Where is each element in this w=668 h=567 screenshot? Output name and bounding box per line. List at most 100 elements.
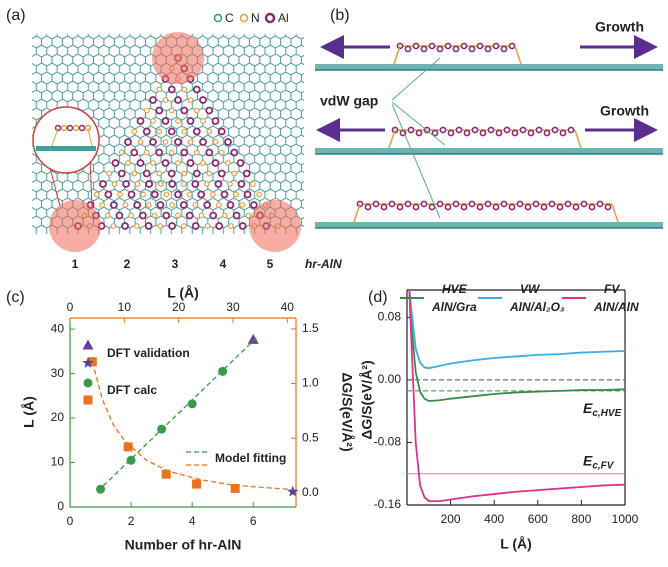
n-atom bbox=[204, 223, 211, 229]
al-atom bbox=[495, 129, 503, 137]
legend-label: HVE bbox=[442, 282, 468, 296]
legend-subtitle: AlN/Al₂O₃ bbox=[509, 300, 565, 314]
panel-label: (b) bbox=[330, 7, 350, 24]
n-atom bbox=[134, 181, 141, 187]
al-atom bbox=[191, 180, 200, 188]
n-atom bbox=[187, 139, 194, 145]
al-atom bbox=[567, 126, 575, 134]
reference-label: Ec,HVE bbox=[583, 400, 622, 419]
n-atom bbox=[187, 97, 194, 103]
n-atom bbox=[117, 191, 123, 198]
n-atom bbox=[104, 212, 111, 219]
legend-swatch bbox=[213, 13, 223, 23]
n-atom bbox=[133, 223, 140, 229]
al-atom bbox=[111, 159, 120, 167]
site-label: 1 bbox=[72, 257, 79, 271]
al-atom bbox=[162, 211, 171, 220]
charts: (c) 0 2 4 6 Number of hr-AlN 0 10 20 30 40 L (Å) 0 10… bbox=[6, 282, 639, 553]
al-atom bbox=[167, 127, 176, 136]
site-label: 5 bbox=[267, 257, 274, 271]
n-atom bbox=[239, 202, 246, 208]
substrate bbox=[315, 64, 663, 70]
panel-label: (c) bbox=[6, 289, 25, 306]
label-main: E bbox=[583, 400, 593, 416]
gap-pointer bbox=[391, 103, 441, 219]
y-tick-label: 20 bbox=[51, 410, 65, 424]
al-atom bbox=[444, 203, 452, 211]
al-atom bbox=[104, 190, 113, 199]
legend-label: DFT validation bbox=[107, 346, 190, 360]
series-line bbox=[408, 290, 625, 370]
x-tick-label: 0 bbox=[67, 514, 74, 528]
axis-label: L (Å) bbox=[167, 285, 199, 301]
al-atom bbox=[476, 203, 484, 211]
series-line bbox=[91, 361, 293, 491]
n-atom bbox=[175, 212, 181, 219]
al-atom bbox=[203, 201, 212, 209]
x-tick-label: 1000 bbox=[612, 512, 639, 526]
al-atom bbox=[205, 148, 214, 157]
n-atom bbox=[256, 191, 263, 198]
legend-label: FV bbox=[604, 282, 620, 296]
al-atom bbox=[415, 129, 423, 137]
al-atom bbox=[527, 129, 535, 137]
al-atom bbox=[364, 203, 372, 211]
legend-swatch bbox=[239, 13, 249, 23]
x2-tick-label: 40 bbox=[281, 300, 295, 314]
al-atom bbox=[532, 200, 540, 208]
n-atom bbox=[150, 160, 156, 166]
site-label: 2 bbox=[124, 257, 131, 271]
n-atom bbox=[180, 223, 187, 229]
legend-label: N bbox=[251, 11, 260, 25]
n-atom bbox=[106, 170, 113, 177]
al-atom bbox=[197, 190, 206, 199]
panel-label: (a) bbox=[6, 7, 26, 24]
al-atom bbox=[519, 126, 527, 134]
n-atom bbox=[175, 118, 181, 124]
series-line bbox=[408, 290, 625, 502]
al-atom bbox=[161, 159, 170, 167]
n-atom bbox=[225, 160, 231, 166]
inset-bond bbox=[51, 127, 93, 147]
panel-label: (d) bbox=[368, 289, 388, 306]
al-atom bbox=[155, 148, 164, 157]
legend-swatch bbox=[82, 357, 94, 368]
n-atom bbox=[206, 128, 213, 135]
y-tick-label: -0.08 bbox=[374, 435, 402, 449]
legend-swatch bbox=[83, 395, 93, 405]
al-atom bbox=[452, 45, 460, 53]
n-atom bbox=[137, 139, 144, 145]
al-atom bbox=[407, 126, 415, 134]
n-atom bbox=[163, 191, 170, 198]
al-atom bbox=[127, 190, 136, 199]
al-atom bbox=[556, 203, 564, 211]
al-atom bbox=[476, 42, 484, 50]
n-atom bbox=[157, 181, 164, 187]
al-atom bbox=[145, 180, 154, 188]
al-atom bbox=[133, 201, 142, 209]
edge-bond bbox=[393, 45, 522, 65]
n-atom bbox=[186, 191, 193, 198]
reference-label: Ec,FV bbox=[583, 452, 615, 471]
al-atom bbox=[249, 201, 258, 209]
al-atom bbox=[420, 200, 428, 208]
al-atom bbox=[420, 45, 428, 53]
series-line bbox=[97, 337, 257, 492]
al-atom bbox=[508, 42, 516, 50]
n-atom bbox=[193, 149, 200, 156]
legend-label: C bbox=[225, 11, 234, 25]
n-atom bbox=[111, 181, 118, 187]
al-atom bbox=[205, 106, 214, 115]
al-atom bbox=[237, 180, 246, 188]
x-tick-label: 6 bbox=[250, 514, 257, 528]
n-atom bbox=[192, 202, 199, 208]
al-atom bbox=[242, 169, 251, 178]
n-atom bbox=[193, 107, 200, 114]
n-atom bbox=[180, 181, 187, 187]
al-atom bbox=[214, 180, 223, 188]
n-atom bbox=[198, 212, 205, 219]
n-atom bbox=[181, 86, 188, 93]
n-atom bbox=[233, 191, 239, 198]
y-tick-label: -0.16 bbox=[374, 497, 402, 511]
inset-structure bbox=[36, 124, 96, 151]
